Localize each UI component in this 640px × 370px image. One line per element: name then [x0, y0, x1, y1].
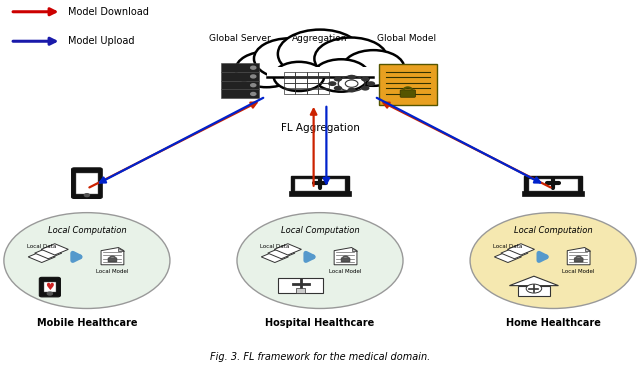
FancyBboxPatch shape	[108, 258, 117, 262]
Circle shape	[254, 38, 324, 79]
Polygon shape	[261, 251, 289, 263]
Polygon shape	[275, 244, 301, 255]
Text: Local Data: Local Data	[493, 244, 523, 249]
Circle shape	[342, 50, 404, 86]
FancyBboxPatch shape	[574, 258, 583, 262]
Text: Local Data: Local Data	[260, 244, 289, 249]
Text: Aggregation: Aggregation	[292, 34, 348, 43]
FancyBboxPatch shape	[522, 191, 584, 196]
FancyBboxPatch shape	[400, 90, 415, 97]
FancyBboxPatch shape	[221, 81, 259, 90]
Circle shape	[47, 292, 52, 295]
FancyBboxPatch shape	[72, 168, 102, 198]
Polygon shape	[509, 276, 559, 286]
Text: Model Upload: Model Upload	[68, 36, 134, 46]
Text: FL Aggregation: FL Aggregation	[280, 123, 360, 133]
Text: Local Data: Local Data	[27, 244, 56, 249]
FancyBboxPatch shape	[267, 67, 373, 77]
Polygon shape	[494, 251, 522, 263]
FancyBboxPatch shape	[379, 64, 437, 105]
FancyBboxPatch shape	[221, 89, 259, 98]
Text: Local Computation: Local Computation	[47, 226, 126, 235]
Text: Local Model: Local Model	[330, 269, 362, 273]
Polygon shape	[28, 251, 55, 263]
Polygon shape	[118, 248, 124, 250]
Text: Global Server: Global Server	[209, 34, 271, 43]
Polygon shape	[501, 248, 528, 259]
Ellipse shape	[4, 213, 170, 309]
Text: Local Computation: Local Computation	[281, 226, 359, 235]
Circle shape	[328, 81, 337, 86]
FancyBboxPatch shape	[529, 179, 578, 191]
Circle shape	[367, 81, 375, 86]
Circle shape	[361, 77, 369, 81]
Text: ♥: ♥	[45, 282, 54, 292]
Circle shape	[314, 37, 387, 80]
Text: Model Download: Model Download	[68, 7, 148, 17]
Polygon shape	[35, 248, 62, 259]
FancyBboxPatch shape	[518, 286, 550, 296]
FancyBboxPatch shape	[296, 179, 344, 191]
Circle shape	[348, 88, 356, 92]
FancyBboxPatch shape	[221, 72, 259, 81]
Circle shape	[526, 284, 541, 293]
FancyBboxPatch shape	[39, 278, 60, 297]
Text: Local Computation: Local Computation	[514, 226, 593, 235]
Circle shape	[361, 86, 369, 91]
Text: Local Model: Local Model	[563, 269, 595, 273]
Circle shape	[251, 75, 256, 78]
FancyBboxPatch shape	[221, 63, 259, 72]
Polygon shape	[101, 248, 124, 265]
FancyBboxPatch shape	[341, 258, 350, 262]
FancyBboxPatch shape	[524, 176, 582, 194]
Circle shape	[236, 51, 298, 87]
FancyBboxPatch shape	[291, 176, 349, 194]
FancyBboxPatch shape	[296, 287, 305, 293]
Text: Fig. 3. FL framework for the medical domain.: Fig. 3. FL framework for the medical dom…	[210, 352, 430, 362]
Text: Home Healthcare: Home Healthcare	[506, 318, 600, 328]
Ellipse shape	[237, 213, 403, 309]
Polygon shape	[351, 248, 357, 250]
Text: Hospital Healthcare: Hospital Healthcare	[266, 318, 374, 328]
Circle shape	[313, 59, 369, 92]
Polygon shape	[334, 248, 357, 265]
Circle shape	[348, 75, 356, 80]
FancyBboxPatch shape	[44, 282, 56, 292]
Polygon shape	[268, 248, 295, 259]
Polygon shape	[41, 244, 68, 255]
Circle shape	[251, 92, 256, 95]
Polygon shape	[508, 244, 534, 255]
Circle shape	[333, 86, 342, 91]
Circle shape	[274, 62, 324, 91]
Circle shape	[251, 66, 256, 69]
Circle shape	[333, 77, 342, 81]
FancyBboxPatch shape	[76, 173, 98, 194]
Text: Mobile Healthcare: Mobile Healthcare	[36, 318, 137, 328]
Text: Global Model: Global Model	[377, 34, 436, 43]
Polygon shape	[584, 248, 590, 250]
FancyBboxPatch shape	[289, 191, 351, 196]
Circle shape	[84, 194, 90, 196]
Polygon shape	[567, 248, 590, 265]
Circle shape	[278, 30, 362, 78]
Text: Local Model: Local Model	[96, 269, 129, 273]
Ellipse shape	[470, 213, 636, 309]
Circle shape	[251, 84, 256, 87]
FancyBboxPatch shape	[278, 278, 323, 293]
